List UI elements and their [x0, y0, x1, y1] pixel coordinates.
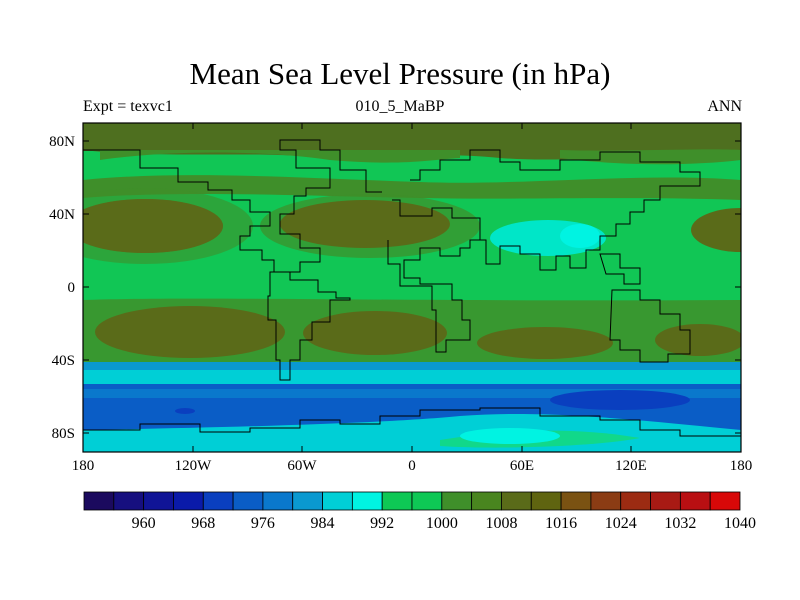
- siberia-region: [560, 149, 741, 165]
- colorbar-box: [202, 491, 234, 511]
- colorbar-box: [560, 491, 592, 511]
- north-midlat-band: [83, 175, 741, 200]
- experiment-label: Expt = texvc1: [83, 98, 173, 115]
- south-america-outline: [267, 271, 351, 381]
- deep-low: [550, 390, 690, 410]
- season-label: ANN: [707, 98, 742, 115]
- colorbar-label: 1032: [664, 515, 696, 532]
- x-tick-label: 120W: [175, 458, 213, 474]
- north-pacific-high-core: [83, 199, 223, 253]
- colorbar-label: 984: [311, 515, 335, 532]
- colorbar-label: 1000: [426, 515, 458, 532]
- x-tick-label: 180: [730, 458, 753, 474]
- colorbar-box: [679, 491, 711, 511]
- south-atlantic-high: [303, 311, 447, 355]
- north-atlantic-high: [280, 200, 450, 248]
- africa-europe-outline: [387, 199, 481, 353]
- colorbar-label: 968: [191, 515, 215, 532]
- antarctica-outline: [83, 407, 741, 437]
- continent-outlines: [83, 139, 741, 437]
- colorbar-label: 960: [132, 515, 156, 532]
- colorbar-box: [113, 491, 145, 511]
- south-pacific-high: [95, 306, 285, 358]
- x-tick-label: 180: [72, 458, 95, 474]
- colorbar-label: 1024: [605, 515, 637, 532]
- colorbar-box: [351, 491, 383, 511]
- colorbar-label: 1008: [485, 515, 517, 532]
- pressure-field: [83, 123, 741, 452]
- colorbar-box: [590, 491, 622, 511]
- y-tick-label: 40N: [49, 207, 75, 223]
- colorbar-box: [709, 491, 741, 511]
- colorbar-label: 1016: [545, 515, 577, 532]
- tick-marks: [82, 123, 742, 452]
- y-tick-label: 80N: [49, 134, 75, 150]
- eurasia-outline: [410, 149, 701, 271]
- colorbar-box: [441, 491, 473, 511]
- colorbar-box: [530, 491, 562, 511]
- colorbar-box: [292, 491, 323, 511]
- antarctic-plateau: [460, 428, 560, 444]
- trough-upper-band: [83, 389, 741, 398]
- colorbar-box: [322, 491, 353, 511]
- colorbar-box: [501, 491, 532, 511]
- australia-outline: [609, 289, 691, 363]
- colorbar-labels: 960 968 976 984 992 1000 1008 1016 1024 1032 1040: [132, 515, 756, 532]
- south-indian-high: [477, 327, 613, 359]
- x-tick-label: 60W: [287, 458, 317, 474]
- colorbar-box: [173, 491, 204, 511]
- colorbar-label: 1040: [724, 515, 756, 532]
- arctic-ocean-region: [100, 150, 460, 163]
- small-low: [175, 408, 195, 414]
- colorbar-box: [262, 491, 294, 511]
- colorbar-box: [83, 491, 115, 511]
- chart-title: Mean Sea Level Pressure (in hPa): [189, 56, 611, 91]
- colorbar-box: [411, 491, 443, 511]
- colorbar-box: [232, 491, 264, 511]
- tasman-high: [655, 324, 741, 356]
- x-axis-labels: 180 120W 60W 0 60E 120E 180: [72, 458, 753, 474]
- storm-track-upper: [83, 376, 741, 384]
- y-tick-label: 40S: [52, 353, 75, 369]
- x-tick-label: 60E: [510, 458, 534, 474]
- colorbar-box: [620, 491, 651, 511]
- y-tick-label: 0: [68, 280, 76, 296]
- x-tick-label: 120E: [615, 458, 647, 474]
- greenland-outline: [290, 139, 382, 193]
- east-pacific-high: [691, 208, 741, 252]
- y-axis-labels: 80N 40N 0 40S 80S: [49, 134, 75, 442]
- period-label: 010_5_MaBP: [355, 98, 445, 115]
- colorbar-label: 992: [370, 515, 394, 532]
- storm-track-transition: [83, 370, 741, 378]
- north-america-outline: [83, 139, 331, 273]
- colorbar-box: [381, 491, 413, 511]
- colorbar-box: [143, 491, 174, 511]
- colorbar-label: 976: [251, 515, 275, 532]
- x-tick-label: 0: [408, 458, 416, 474]
- asian-low-core: [560, 224, 600, 248]
- colorbar-box: [650, 491, 681, 511]
- colorbar-box: [471, 491, 502, 511]
- maritime-continent-outline: [599, 253, 641, 285]
- colorbar: [83, 491, 741, 511]
- y-tick-label: 80S: [52, 426, 75, 442]
